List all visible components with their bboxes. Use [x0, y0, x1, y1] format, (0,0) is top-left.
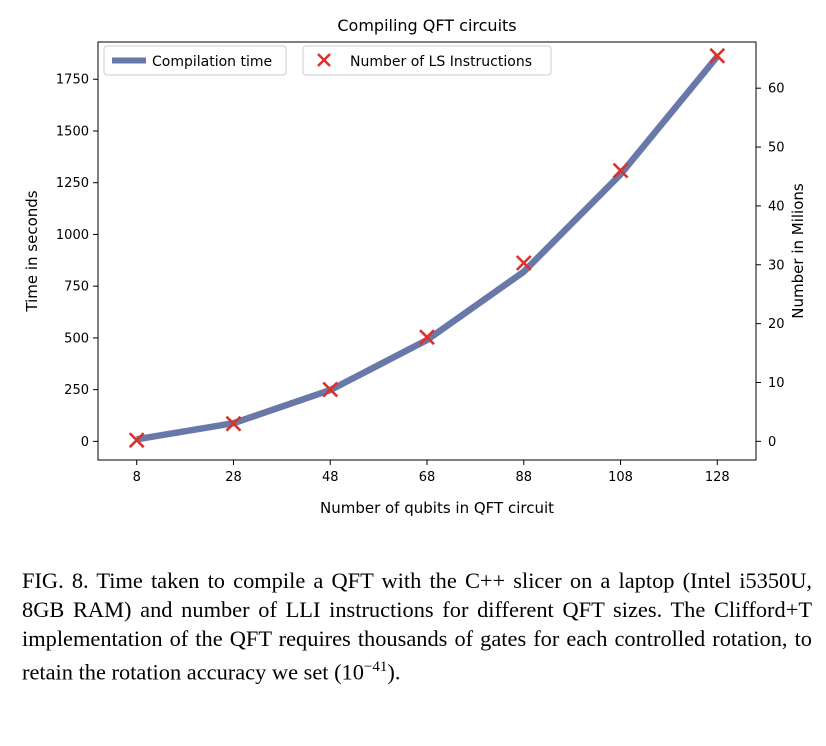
y-axis-left-ticks: 0 250 500 750 1000 1250 1500 1750: [56, 73, 98, 450]
caption-text: FIG. 8. Time taken to compile a QFT with…: [22, 568, 812, 685]
legend-label-compilation-time: Compilation time: [152, 54, 272, 70]
figure-caption: FIG. 8. Time taken to compile a QFT with…: [22, 566, 812, 686]
ls-instructions-marker: [515, 255, 532, 271]
legend-x-marker-swatch: [317, 53, 331, 67]
y2-tick-label: 60: [768, 82, 785, 97]
y-tick-label: 0: [81, 435, 89, 450]
y-axis-right-ticks: 0 10 20 30 40 50 60: [756, 82, 785, 450]
y2-tick-label: 0: [768, 435, 776, 450]
plot-frame: [97, 41, 757, 461]
y-tick-label: 1750: [56, 73, 89, 88]
legend-box-compilation: [103, 45, 287, 76]
y-tick-label: 500: [64, 331, 89, 346]
ls-instructions-marker: [225, 415, 242, 432]
marker-stroke: [612, 162, 629, 179]
y2-tick-label: 10: [768, 376, 785, 391]
y2-tick-label: 50: [768, 141, 785, 156]
ls-instructions-marker: [128, 432, 145, 449]
x-axis-ticks: 8 28 48 68 88 108 128: [133, 460, 730, 485]
y-tick-label: 250: [64, 383, 89, 398]
marker-stroke: [322, 381, 339, 398]
x-axis-label: Number of qubits in QFT circuit: [320, 499, 554, 517]
x-tick-label: 128: [705, 470, 730, 485]
ls-instructions-marker: [322, 381, 339, 398]
marker-stroke: [419, 329, 435, 346]
y-axis-right-label: Number in Milions: [789, 183, 807, 319]
compilation-time-line: [136, 54, 720, 443]
marker-stroke: [515, 255, 532, 271]
x-tick-label: 88: [515, 470, 532, 485]
legend: Compilation time Number of LS Instructio…: [103, 45, 552, 76]
legend-label-ls-instructions: Number of LS Instructions: [350, 54, 532, 70]
x-tick-label: 108: [608, 470, 633, 485]
marker-stroke: [709, 47, 726, 64]
ls-instructions-marker: [709, 47, 726, 64]
y-tick-label: 1500: [56, 124, 89, 139]
y2-tick-label: 20: [768, 317, 785, 332]
chart: Compiling QFT circuits 8 28 48 68 88 108 128 0…: [23, 16, 807, 517]
y-tick-label: 1000: [56, 228, 89, 243]
x-tick-label: 28: [225, 470, 242, 485]
chart-title: Compiling QFT circuits: [337, 16, 516, 35]
y2-tick-label: 30: [768, 258, 785, 273]
y-tick-label: 1250: [56, 176, 89, 191]
y-axis-left-label: Time in seconds: [23, 190, 41, 312]
caption-suffix: ).: [387, 659, 401, 685]
legend-box-instructions: [302, 45, 552, 76]
series-layer: [128, 47, 726, 449]
marker-stroke: [225, 415, 242, 432]
ls-instructions-marker: [419, 329, 435, 346]
y2-tick-label: 40: [768, 199, 785, 214]
x-tick-label: 8: [133, 470, 141, 485]
ls-instructions-marker: [612, 162, 629, 179]
caption-exponent: −41: [363, 659, 388, 675]
x-tick-label: 68: [419, 470, 436, 485]
marker-stroke: [128, 432, 145, 449]
x-tick-label: 48: [322, 470, 339, 485]
y-tick-label: 750: [64, 280, 89, 295]
